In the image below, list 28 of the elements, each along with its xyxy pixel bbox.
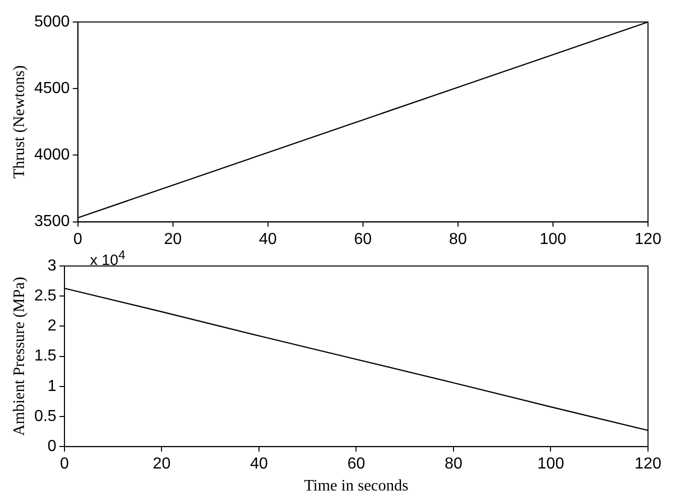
x-tick-label: 120: [634, 456, 662, 473]
x-tick-label: 60: [354, 230, 372, 248]
x-tick-label: 120: [634, 230, 662, 248]
x-axis-title: Time in seconds: [304, 478, 408, 495]
y-tick-label: 5000: [34, 13, 70, 30]
y-axis-title: Ambient Pressure (MPa): [10, 276, 28, 436]
x-tick-label: 80: [444, 456, 462, 473]
y-tick-label: 0.5: [34, 408, 57, 425]
y-tick-label: 3: [48, 257, 57, 274]
x-tick-label: 100: [537, 456, 564, 473]
y-axis-title: Thrust (Newtons): [10, 65, 28, 179]
y-tick-label: 0: [48, 438, 57, 456]
y-tick-label: 4500: [34, 80, 70, 98]
x-tick-label: 0: [73, 230, 82, 248]
x-tick-label: 100: [540, 230, 566, 248]
annotation: x 10$^{4}$: [90, 248, 126, 269]
x-tick-label: 80: [449, 230, 467, 248]
y-tick-label: 2.5: [34, 288, 57, 305]
y-tick-label: 1: [48, 378, 57, 395]
y-tick-label: 3500: [34, 213, 70, 230]
x-tick-label: 20: [164, 230, 182, 248]
y-tick-label: 4000: [34, 146, 70, 164]
y-tick-label: 1.5: [34, 348, 57, 365]
x-tick-label: 40: [258, 230, 277, 248]
x-tick-label: 40: [250, 456, 268, 473]
y-tick-label: 2: [48, 318, 57, 335]
x-tick-label: 20: [152, 456, 171, 473]
x-tick-label: 60: [347, 456, 366, 473]
